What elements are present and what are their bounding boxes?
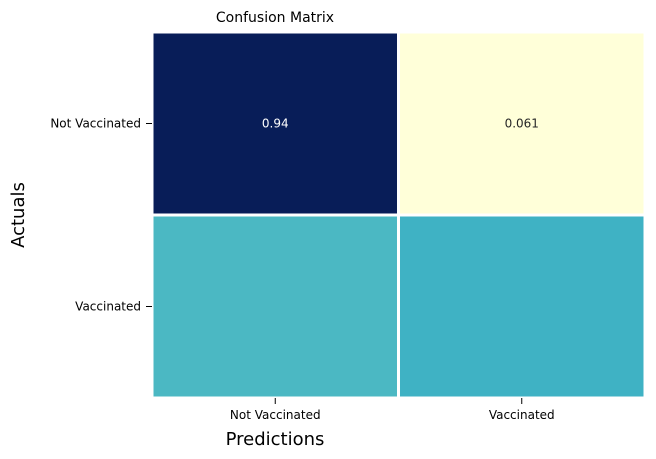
y-axis-ticks: Not Vaccinated Vaccinated	[50, 117, 152, 314]
x-tick-label-1: Vaccinated	[489, 408, 555, 422]
heatmap-cell-r1-c0	[150, 213, 400, 400]
heatmap-cell-r1-c1	[397, 213, 647, 400]
x-axis-ticks: Not Vaccinated Vaccinated	[230, 398, 555, 422]
cell-label-r0-c1: 0.061	[505, 117, 539, 131]
heatmap-cells	[150, 30, 647, 400]
cell-label-r0-c0: 0.94	[262, 117, 289, 131]
heatmap-cell-r0-c1	[397, 30, 647, 217]
y-tick-label-1: Vaccinated	[75, 300, 141, 314]
y-tick-label-0: Not Vaccinated	[50, 117, 141, 131]
chart-title: Confusion Matrix	[216, 10, 334, 26]
heatmap-cell-r0-c0	[150, 30, 400, 217]
x-axis-label: Predictions	[226, 429, 325, 450]
heatmap-cell-labels: 0.94 0.061	[262, 117, 539, 131]
x-tick-label-0: Not Vaccinated	[230, 408, 321, 422]
y-axis-label: Actuals	[8, 182, 29, 248]
